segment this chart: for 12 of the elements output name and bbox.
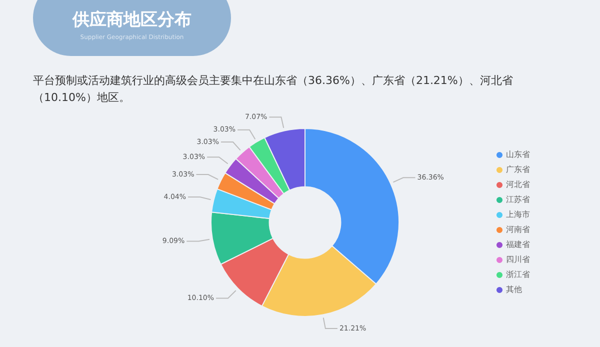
legend-label: 福建省	[506, 240, 530, 250]
legend-label: 四川省	[506, 255, 530, 264]
chart-title: 供应商地区分布	[71, 9, 192, 31]
legend-label: 浙江省	[506, 270, 530, 280]
legend-label: 河北省	[506, 180, 530, 190]
text: 平台预制或活动建筑行业的高级会员主要集中在山东省（36.36%）、广东省（21.21%）、河北省（10.10%）地区。	[33, 73, 514, 106]
legend-label: 河南省	[506, 225, 530, 234]
legend-label: 江苏省	[506, 195, 530, 204]
legend-label: 上海市	[506, 210, 530, 220]
legend-label: 广东省	[506, 165, 530, 174]
legend-label: 其他	[506, 285, 522, 294]
legend-label: 山东省	[506, 150, 530, 160]
